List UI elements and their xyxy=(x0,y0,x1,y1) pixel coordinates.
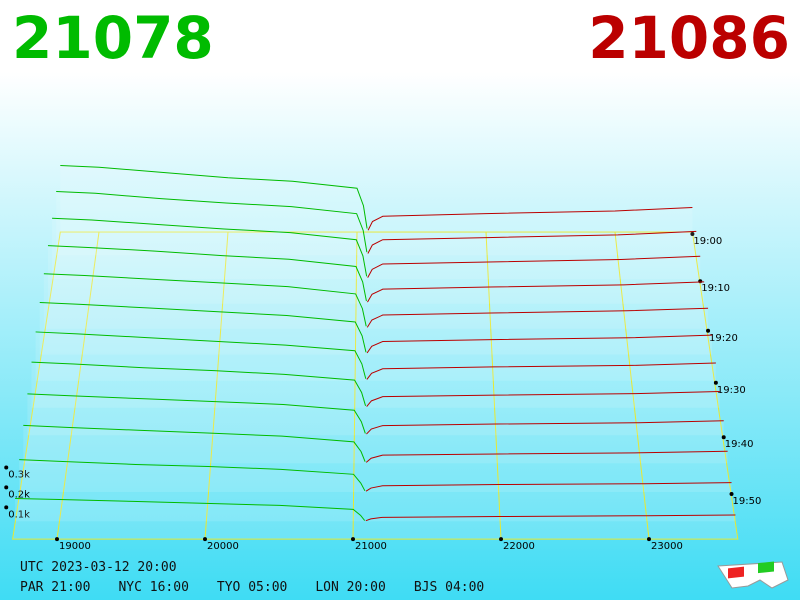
depth-tick-label: 0.1k xyxy=(8,509,30,520)
depth-fill xyxy=(60,165,368,232)
utc-clock: UTC 2023-03-12 20:00 xyxy=(20,560,177,575)
depth-fill xyxy=(366,482,732,492)
bid-depth-line xyxy=(19,459,366,492)
x-tick-label: 19000 xyxy=(59,541,91,552)
ask-depth-line xyxy=(365,482,732,492)
time-tick-label: 19:10 xyxy=(701,283,730,294)
bid-depth-line xyxy=(52,217,368,277)
best-ask: 21086 xyxy=(588,4,790,72)
depth-fill xyxy=(366,391,720,408)
grid-line xyxy=(56,231,100,540)
ask-depth-line xyxy=(366,420,724,435)
floor xyxy=(12,231,739,540)
ask-depth-line xyxy=(367,207,693,231)
tick-mark xyxy=(729,492,734,496)
ask-depth-line xyxy=(366,362,716,380)
ask-depth-line xyxy=(367,281,705,303)
depth-fill xyxy=(47,245,367,304)
grid-line xyxy=(485,231,502,540)
depth-fill xyxy=(23,425,366,464)
tick-mark xyxy=(499,537,503,542)
grid-line xyxy=(614,231,650,540)
tick-mark xyxy=(4,505,9,510)
3d-glasses-button[interactable] xyxy=(712,558,792,598)
zone-clock: NYC 16:00 xyxy=(118,580,189,595)
tick-mark xyxy=(647,537,651,542)
depth-fill xyxy=(367,231,697,256)
x-tick-label: 21000 xyxy=(355,541,387,552)
tick-mark xyxy=(706,328,711,333)
depth-fill xyxy=(15,498,365,522)
bid-depth-line xyxy=(47,245,367,302)
depth-fill xyxy=(366,362,716,381)
best-bid: 21078 xyxy=(12,4,214,72)
x-tick-label: 23000 xyxy=(651,541,683,552)
bid-depth-line xyxy=(60,165,368,229)
zone-clock: BJS 04:00 xyxy=(413,580,485,595)
bid-depth-line xyxy=(56,191,368,253)
depth-tick-label: 0.3k xyxy=(8,469,30,480)
depth-fill xyxy=(367,308,709,329)
zone-clock: PAR 21:00 xyxy=(20,580,91,595)
depth-tick-label: 0.2k xyxy=(8,489,30,500)
tick-mark xyxy=(351,537,355,542)
x-tick-label: 22000 xyxy=(503,541,535,552)
time-tick-label: 19:50 xyxy=(733,496,762,507)
time-tick-label: 19:00 xyxy=(693,236,722,247)
tick-mark xyxy=(4,485,9,490)
tick-mark xyxy=(713,380,718,385)
ask-depth-line xyxy=(366,334,712,354)
depth-fill xyxy=(367,281,705,304)
bid-depth-line xyxy=(43,273,367,327)
world-clocks: PAR 21:00 NYC 16:00 TYO 05:00 LON 20:00 BJS … xyxy=(20,580,512,595)
bid-depth-line xyxy=(31,361,367,406)
depth-fill xyxy=(365,514,736,522)
ask-depth-line xyxy=(366,307,709,328)
ask-depth-line xyxy=(367,230,697,254)
depth-fill xyxy=(366,420,724,436)
bid-depth-line xyxy=(15,497,366,521)
time-tick-label: 19:20 xyxy=(709,333,738,344)
tick-mark xyxy=(55,537,59,542)
x-tick-label: 20000 xyxy=(207,541,239,552)
time-tick-label: 19:40 xyxy=(725,439,754,450)
depth-fill xyxy=(31,362,366,408)
depth-fill xyxy=(366,451,728,464)
bid-depth-line xyxy=(27,393,366,434)
ask-depth-line xyxy=(365,450,728,463)
depth-fill xyxy=(19,459,365,492)
tick-mark xyxy=(721,435,726,440)
grid-line xyxy=(352,231,358,540)
depth-fill xyxy=(56,191,367,256)
bid-depth-line xyxy=(39,301,367,353)
ask-depth-line xyxy=(367,255,701,278)
time-tick-label: 19:30 xyxy=(717,385,746,396)
depth-fill xyxy=(52,218,367,280)
ask-depth-line xyxy=(366,391,720,407)
depth-fill xyxy=(367,256,701,280)
bid-depth-line xyxy=(23,424,366,462)
depth-fill xyxy=(27,393,366,436)
zone-clock: LON 20:00 xyxy=(315,580,386,595)
zone-clock: TYO 05:00 xyxy=(216,580,288,595)
ask-depth-line xyxy=(365,514,736,522)
tick-mark xyxy=(690,232,695,236)
depth-fill xyxy=(367,335,712,355)
tick-mark xyxy=(203,537,207,542)
depth-fill xyxy=(368,207,693,232)
depth-fill xyxy=(35,331,366,381)
tick-mark xyxy=(4,465,9,470)
bid-depth-line xyxy=(35,331,367,379)
